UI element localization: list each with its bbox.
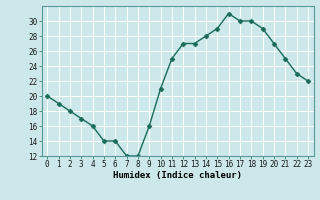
X-axis label: Humidex (Indice chaleur): Humidex (Indice chaleur) — [113, 171, 242, 180]
